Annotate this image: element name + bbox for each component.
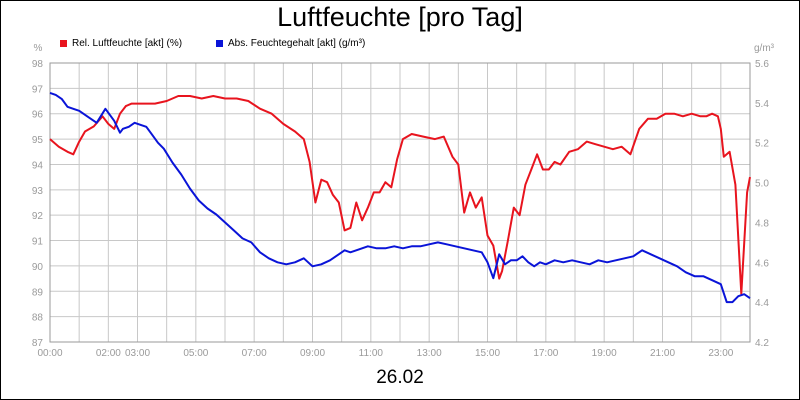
ticks: 87 88 89 90 91 92 93 94 95 96 97 98 4.2 4.4 4.6 4.8 5.0 5…: [32, 59, 769, 359]
legend-item-abs: Abs. Feuchtegehalt [akt] (g/m³): [216, 38, 365, 49]
axis-labels: % g/m³: [34, 43, 775, 54]
y-right-tick-label: 4.2: [755, 338, 769, 349]
y-right-tick-label: 4.4: [755, 298, 769, 309]
y-left-tick-label: 90: [32, 262, 44, 273]
plot-border: [49, 62, 751, 343]
y-left-tick-label: 88: [32, 313, 44, 324]
y-left-tick-label: 93: [32, 186, 44, 197]
y-left-tick-label: 94: [32, 160, 44, 171]
y-left-tick-label: 92: [32, 211, 44, 222]
x-tick-label: 07:00: [242, 348, 267, 359]
chart-title: Luftfeuchte [pro Tag]: [277, 2, 523, 32]
x-tick-label: 00:00: [37, 348, 62, 359]
y-right-tick-label: 5.6: [755, 59, 769, 70]
y-left-tick-label: 87: [32, 338, 44, 349]
legend-label-rel: Rel. Luftfeuchte [akt] (%): [72, 38, 183, 49]
legend-item-rel: Rel. Luftfeuchte [akt] (%): [60, 38, 182, 49]
x-tick-label: 05:00: [183, 348, 208, 359]
y-right-tick-label: 4.8: [755, 218, 769, 229]
x-tick-label: 17:00: [533, 348, 558, 359]
x-tick-label: 19:00: [592, 348, 617, 359]
y-left-tick-label: 89: [32, 287, 44, 298]
series-lines: [49, 91, 751, 304]
legend-swatch-abs: [216, 40, 223, 47]
x-tick-label: 03:00: [125, 348, 150, 359]
chart-footer-date: 26.02: [376, 367, 424, 388]
y-right-tick-label: 5.4: [755, 99, 769, 110]
x-tick-label: 11:00: [359, 348, 384, 359]
series-line-rel-humidity: [49, 95, 751, 295]
legend-swatch-rel: [60, 40, 67, 47]
y-left-tick-label: 91: [32, 237, 44, 248]
x-tick-label: 15:00: [475, 348, 500, 359]
grid: [50, 62, 750, 343]
x-tick-label: 09:00: [300, 348, 325, 359]
series-line-abs-humidity: [49, 91, 751, 304]
y-right-tick-label: 5.0: [755, 179, 769, 190]
y-right-tick-label: 5.2: [755, 139, 769, 150]
x-tick-label: 21:00: [650, 348, 675, 359]
y-left-tick-label: 96: [32, 110, 44, 121]
y-right-tick-label: 4.6: [755, 258, 769, 269]
y-right-unit: g/m³: [754, 43, 775, 54]
y-left-tick-label: 95: [32, 135, 44, 146]
y-left-unit: %: [34, 43, 43, 54]
x-tick-label: 02:00: [96, 348, 121, 359]
x-tick-label: 23:00: [708, 348, 733, 359]
legend-label-abs: Abs. Feuchtegehalt [akt] (g/m³): [228, 38, 366, 49]
y-left-tick-label: 97: [32, 84, 44, 95]
x-tick-label: 13:00: [417, 348, 442, 359]
y-left-tick-label: 98: [32, 59, 44, 70]
